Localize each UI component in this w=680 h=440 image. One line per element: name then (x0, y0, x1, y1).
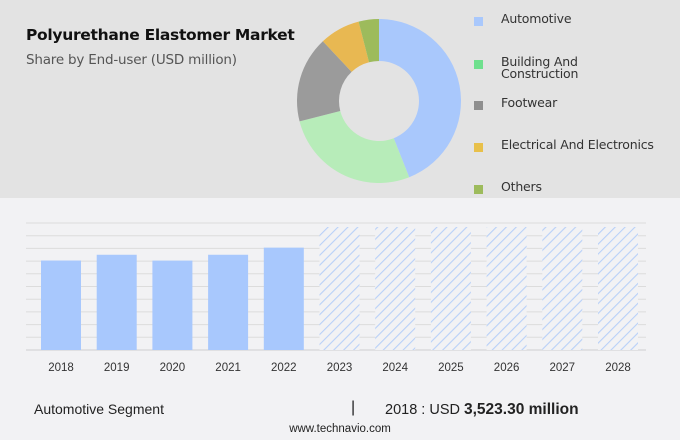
x-tick-label: 2018 (48, 362, 74, 374)
forecast-bar-2023 (319, 227, 360, 350)
forecast-bar-2026 (486, 227, 527, 350)
donut-slice-automotive (379, 19, 461, 178)
x-tick-label: 2020 (160, 362, 186, 374)
donut-chart (297, 19, 461, 183)
x-tick-label: 2021 (215, 362, 241, 374)
legend-item-automotive: Automotive (474, 12, 572, 26)
legend-item-footwear: Footwear (474, 96, 557, 110)
legend-swatch (474, 185, 483, 194)
donut-slice-building-and-construction (299, 110, 410, 183)
x-tick-label: 2027 (550, 362, 576, 374)
forecast-bar-2025 (430, 227, 471, 350)
bar-2020 (152, 260, 193, 350)
donut-slice-others (358, 19, 379, 63)
x-tick-label: 2026 (494, 362, 520, 374)
bar-2019 (96, 254, 137, 350)
bar-chart: 2018 2019 2020 2021 2022 2023 2024 2025 2026 2027… (26, 222, 646, 374)
header-panel: Polyurethane Elastomer Market Share by E… (0, 0, 680, 198)
separator: | (351, 399, 356, 416)
x-tick-label: 2025 (438, 362, 464, 374)
legend-item-building: Building And Construction (474, 55, 578, 80)
legend-swatch (474, 101, 483, 110)
legend-item-others: Others (474, 180, 542, 194)
forecast-bar-2024 (375, 227, 416, 350)
legend: Automotive Building And Construction Foot… (474, 0, 680, 198)
forecast-bar-2027 (542, 227, 583, 350)
x-tick-label: 2028 (605, 362, 631, 374)
donut-slice-electrical-and-electronics (322, 21, 370, 72)
x-tick-label: 2024 (382, 362, 408, 374)
legend-swatch (474, 60, 483, 69)
legend-swatch (474, 17, 483, 26)
legend-swatch (474, 143, 483, 152)
bar-2022 (263, 247, 304, 350)
segment-value: 2018 : USD 3,523.30 million (385, 401, 579, 418)
forecast-bar-2028 (598, 227, 638, 350)
segment-label: Automotive Segment (34, 401, 164, 417)
x-tick-label: 2019 (104, 362, 130, 374)
bar-2018 (41, 260, 81, 350)
chart-title: Polyurethane Elastomer Market (26, 26, 295, 44)
bar-2021 (208, 254, 249, 350)
donut-slice-footwear (297, 41, 352, 122)
legend-item-electrical: Electrical And Electronics (474, 138, 654, 152)
x-tick-label: 2023 (327, 362, 353, 374)
chart-subtitle: Share by End-user (USD million) (26, 52, 237, 68)
x-tick-label: 2022 (271, 362, 297, 374)
source-url: www.technavio.com (289, 423, 391, 435)
